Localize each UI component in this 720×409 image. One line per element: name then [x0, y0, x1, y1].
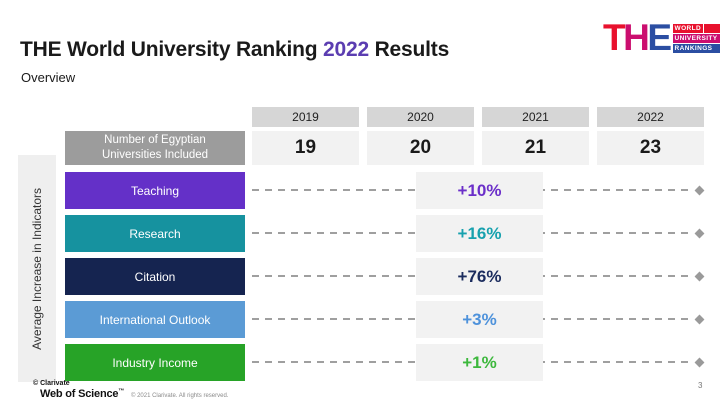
indicator-value-teaching: +10%	[416, 172, 543, 209]
line-end-diamond-icon	[694, 228, 705, 239]
line-end-diamond-icon	[694, 271, 705, 282]
logo-box-rankings: RANKINGS	[672, 44, 720, 53]
axis-strip: Average Increase in Indicators	[18, 155, 56, 382]
logo-the-letters: T H E	[603, 17, 672, 58]
indicator-label-research: Research	[65, 215, 245, 252]
the-wur-logo: T H E WORLD UNIVERSITY RANKINGS	[603, 17, 720, 58]
indicator-value-research: +16%	[416, 215, 543, 252]
logo-box-university: UNIVERSITY	[672, 34, 720, 43]
copyright-text: © 2021 Clarivate. All rights reserved.	[131, 393, 229, 399]
title-suffix: Results	[368, 38, 450, 61]
title-year: 2022	[323, 38, 369, 61]
count-2019: 19	[252, 131, 359, 165]
line-end-diamond-icon	[694, 314, 705, 325]
count-2021: 21	[482, 131, 589, 165]
clarivate-logo-text: © Clarivate	[33, 380, 70, 387]
line-end-diamond-icon	[694, 185, 705, 196]
trademark-symbol: ™	[118, 388, 125, 395]
year-header-2020: 2020	[367, 107, 474, 127]
subtitle: Overview	[21, 70, 76, 85]
title-prefix: THE World University Ranking	[20, 38, 324, 61]
indicator-value-text: +1%	[462, 352, 497, 372]
indicator-label-industry-income: Industry Income	[65, 344, 245, 381]
indicator-value-text: +16%	[457, 223, 502, 243]
page-number: 3	[698, 381, 703, 390]
logo-letter-t: T	[603, 17, 626, 58]
year-header-2022: 2022	[597, 107, 704, 127]
web-of-science-text: Web of Science	[40, 388, 119, 400]
year-header-2019: 2019	[252, 107, 359, 127]
logo-letter-e: E	[647, 17, 672, 58]
indicator-value-text: +76%	[457, 266, 502, 286]
logo-word-boxes: WORLD UNIVERSITY RANKINGS	[672, 21, 720, 53]
year-header-2021: 2021	[482, 107, 589, 127]
indicator-label-citation: Citation	[65, 258, 245, 295]
logo-red-bar	[704, 24, 720, 33]
indicator-value-text: +3%	[462, 309, 497, 329]
indicator-label-teaching: Teaching	[65, 172, 245, 209]
indicator-value-industry-income: +1%	[416, 344, 543, 381]
line-end-diamond-icon	[694, 357, 705, 368]
indicator-value-international-outlook: +3%	[416, 301, 543, 338]
logo-letter-h: H	[623, 17, 650, 58]
page-title: THE World University Ranking 2022 Result…	[20, 38, 449, 62]
count-2022: 23	[597, 131, 704, 165]
logo-row-world: WORLD	[672, 24, 720, 33]
web-of-science-logo: Web of Science™	[40, 388, 124, 400]
indicator-value-citation: +76%	[416, 258, 543, 295]
logo-box-world: WORLD	[672, 24, 704, 33]
count-2020: 20	[367, 131, 474, 165]
universities-included-label: Number of Egyptian Universities Included	[65, 131, 245, 165]
axis-label: Average Increase in Indicators	[30, 187, 44, 350]
indicator-value-text: +10%	[457, 180, 502, 200]
indicator-label-international-outlook: International Outlook	[65, 301, 245, 338]
